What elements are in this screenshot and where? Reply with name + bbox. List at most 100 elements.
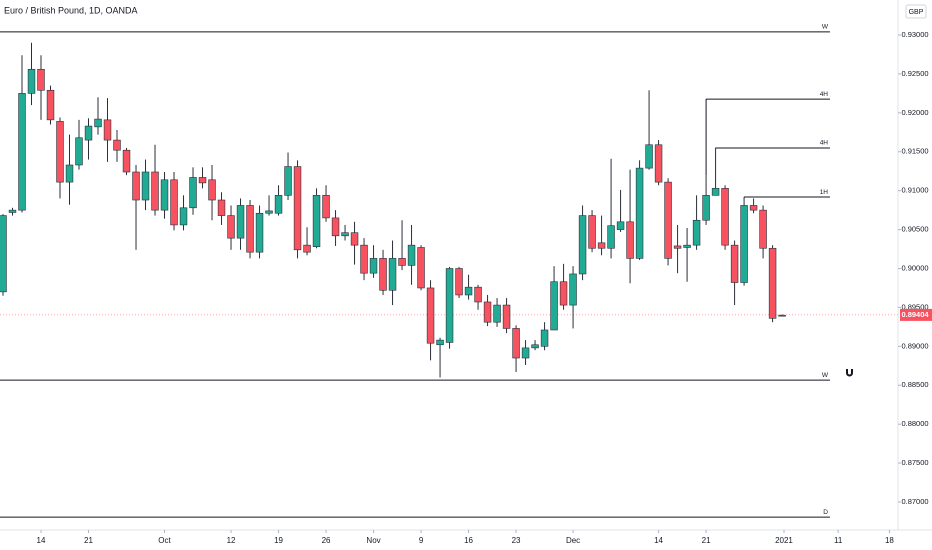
candle-body <box>654 144 663 183</box>
candle-body <box>749 205 758 211</box>
candle <box>531 340 539 351</box>
candle <box>189 167 197 215</box>
level-label: W <box>822 372 829 379</box>
chart-title: Euro / British Pound, 1D, OANDA <box>4 5 138 15</box>
candle-body <box>645 144 653 169</box>
candle <box>94 97 102 135</box>
candle-body <box>217 199 226 216</box>
x-tick-label: 21 <box>702 536 711 545</box>
candle <box>369 245 378 278</box>
candle <box>730 240 739 306</box>
candle <box>616 189 625 232</box>
candle <box>569 266 577 329</box>
candle-body <box>493 304 501 323</box>
x-tick-label: Nov <box>366 536 380 545</box>
candle <box>46 85 55 125</box>
candle-body <box>8 209 17 213</box>
candle <box>103 98 112 162</box>
candle <box>721 185 729 250</box>
candle-body <box>18 93 26 211</box>
y-tick-label: 0.88500 <box>901 380 928 389</box>
candle <box>84 118 93 160</box>
candle-body <box>322 195 330 219</box>
candle <box>284 152 292 201</box>
y-tick-label: 0.91500 <box>901 147 928 156</box>
candle <box>360 238 368 281</box>
candle <box>512 325 520 373</box>
candle <box>540 322 549 351</box>
currency: GBP <box>909 9 924 16</box>
magnet-icon[interactable] <box>846 369 853 377</box>
candle-body <box>502 304 511 329</box>
candle-body <box>759 209 767 249</box>
candle-body <box>483 301 492 323</box>
candle <box>645 90 653 170</box>
candle <box>132 164 140 250</box>
last-price-box <box>900 308 932 321</box>
candle-body <box>113 139 121 151</box>
candle <box>407 224 416 285</box>
candle <box>559 263 568 310</box>
candle-body <box>303 244 311 253</box>
candle-body <box>379 258 387 291</box>
candle <box>18 55 26 213</box>
candle <box>502 298 511 334</box>
candle-body <box>151 171 159 211</box>
candle-body <box>455 268 463 296</box>
candle-body <box>198 177 207 184</box>
candle <box>464 274 473 300</box>
y-tick-label: 0.89500 <box>901 302 928 311</box>
level-label: D <box>823 509 828 516</box>
candle <box>113 129 121 162</box>
candle <box>493 298 501 327</box>
candle <box>293 160 302 259</box>
candle-body <box>407 244 416 266</box>
currency-box[interactable] <box>905 4 927 19</box>
candle-body <box>103 119 112 141</box>
candle-body <box>179 207 188 226</box>
candle-body <box>531 344 539 349</box>
candle <box>65 134 74 205</box>
candle <box>759 205 767 259</box>
candle-body <box>37 68 45 91</box>
candle-body <box>588 215 596 249</box>
candle <box>37 55 45 120</box>
candle-body <box>768 247 777 319</box>
candle <box>388 240 397 306</box>
candle-body <box>122 149 131 173</box>
level-label: 4H <box>820 91 829 98</box>
candle-body <box>711 188 720 196</box>
x-tick-label: 12 <box>227 536 236 545</box>
candle <box>350 221 359 265</box>
candle <box>740 198 748 286</box>
candle-body <box>293 166 302 251</box>
level-label: W <box>822 24 829 31</box>
candle <box>607 158 615 259</box>
candle <box>664 178 672 266</box>
candle <box>597 215 606 256</box>
magnet-shape <box>846 369 853 377</box>
candle <box>521 340 530 366</box>
candle-body <box>246 205 254 253</box>
candle-body <box>778 314 786 317</box>
candle-body <box>569 273 577 306</box>
candle <box>122 147 131 176</box>
candle-body <box>730 244 739 283</box>
candle <box>578 205 587 281</box>
candle-body <box>160 179 169 211</box>
y-tick-label: 0.93000 <box>901 30 928 39</box>
candle <box>635 160 644 260</box>
candle <box>274 185 283 216</box>
candle <box>702 175 710 225</box>
candle-body <box>236 205 245 239</box>
candle-body <box>284 166 292 196</box>
x-tick-label: 19 <box>274 536 283 545</box>
candle <box>170 171 178 231</box>
candle <box>379 249 387 295</box>
x-tick-label: 21 <box>84 536 93 545</box>
candle <box>417 245 425 291</box>
x-tick-label: 11 <box>834 536 843 545</box>
candle <box>198 167 207 189</box>
candle-body <box>94 118 102 128</box>
